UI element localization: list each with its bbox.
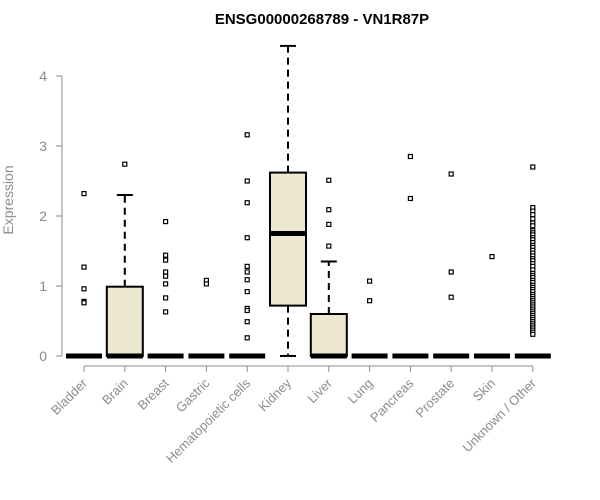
box-lung [351, 278, 388, 359]
x-tick-label: Breast [135, 375, 172, 412]
box-kidney [269, 44, 307, 357]
outlier-point [530, 223, 536, 229]
y-axis-label: Expression [0, 165, 16, 234]
outlier-point [244, 335, 250, 341]
x-tick-label: Bladder [48, 375, 91, 418]
outlier-point [448, 294, 454, 300]
box-skin [474, 254, 510, 359]
outlier-point [163, 257, 169, 263]
outlier-point [530, 164, 536, 170]
outlier-point [326, 207, 332, 213]
iqr-box [309, 313, 348, 357]
box-prostate [433, 171, 470, 359]
box-liver [309, 177, 348, 359]
box-breast [147, 219, 184, 359]
box-brain [105, 161, 144, 359]
outlier-point [203, 281, 209, 287]
outlier-point [407, 195, 413, 202]
y-tick-label: 0 [39, 348, 47, 364]
x-tick-label: Prostate [412, 376, 457, 421]
x-tick-label: Brain [99, 376, 131, 408]
outlier-point [244, 319, 250, 325]
outlier-point [530, 216, 536, 222]
outlier-point [244, 235, 250, 241]
box-hematopoietic-cells [229, 132, 266, 359]
y-axis: 0 1 2 3 4 [39, 68, 63, 364]
outlier-point [122, 161, 128, 167]
x-tick-label: Pancreas [367, 375, 417, 425]
outlier-point [163, 281, 169, 287]
iqr-box [269, 171, 307, 307]
outlier-point [367, 298, 373, 304]
y-tick-label: 1 [39, 278, 47, 294]
outlier-point [489, 254, 495, 260]
x-tick-label: Liver [304, 375, 335, 406]
outlier-point [81, 264, 87, 270]
y-tick-label: 4 [39, 68, 47, 84]
x-tick-label: Skin [470, 376, 498, 404]
x-tick-label: Lung [345, 376, 376, 407]
outlier-point [163, 309, 169, 315]
outlier-point [244, 289, 250, 295]
outlier-point [244, 269, 250, 275]
y-tick-label: 3 [39, 138, 47, 154]
outlier-point [407, 153, 413, 160]
outlier-point [81, 286, 87, 292]
x-tick-label: Gastric [173, 375, 213, 415]
outlier-point [448, 269, 454, 275]
box-group [66, 44, 551, 359]
outlier-point [448, 171, 454, 177]
x-tick-label: Kidney [255, 375, 294, 414]
outlier-point [244, 277, 250, 283]
outlier-point [244, 132, 250, 138]
y-tick-label: 2 [39, 208, 47, 224]
chart-title: ENSG00000268789 - VN1R87P [215, 11, 429, 28]
outlier-point [163, 252, 169, 258]
outlier-point [244, 200, 250, 206]
outlier-point [81, 191, 87, 197]
outlier-point [244, 178, 250, 184]
iqr-box [105, 285, 144, 358]
outlier-point [367, 278, 373, 284]
outlier-point [244, 263, 250, 269]
box-pancreas [392, 153, 429, 359]
outlier-point [326, 177, 332, 183]
outlier-point [326, 221, 332, 227]
box-bladder [66, 191, 102, 359]
outlier-point [81, 300, 87, 306]
outlier-point [326, 243, 332, 249]
box-unknown-other [514, 164, 551, 359]
outlier-point [163, 295, 169, 301]
outlier-point [244, 307, 250, 314]
x-tick-label: Unknown / Other [459, 375, 539, 455]
outlier-point [163, 273, 169, 279]
box-gastric [188, 277, 225, 359]
outlier-point [530, 212, 536, 218]
outlier-point [163, 219, 169, 225]
outlier-point [530, 331, 536, 337]
outlier-point [163, 269, 169, 275]
